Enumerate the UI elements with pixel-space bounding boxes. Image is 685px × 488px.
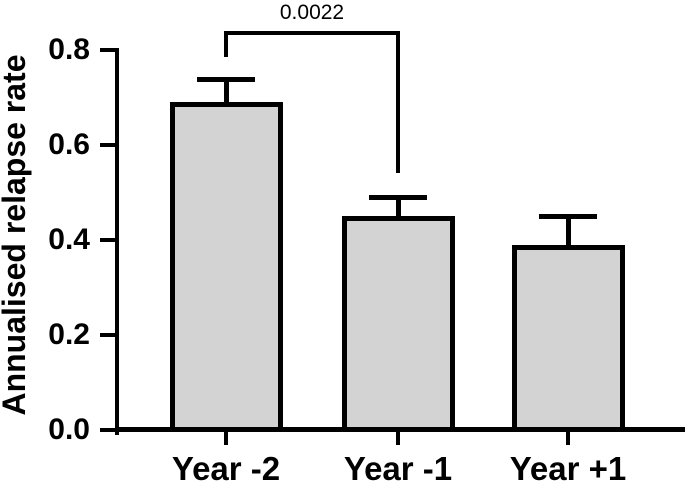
y-tick-mark — [100, 143, 115, 147]
significance-bracket-right-drop — [396, 31, 400, 173]
x-tick-label-year--2: Year -2 — [172, 452, 280, 485]
bar-year--2 — [170, 102, 283, 432]
x-tick-mark-year--2 — [224, 432, 228, 445]
y-tick-label: 0.4 — [20, 225, 90, 255]
error-bar-cap-year-+1 — [539, 214, 597, 219]
bar-year--1 — [342, 216, 455, 432]
y-tick-label: 0.8 — [20, 35, 90, 65]
y-tick-mark — [100, 238, 115, 242]
significance-bracket-left-drop — [224, 31, 228, 57]
y-tick-label: 0.0 — [20, 415, 90, 445]
y-axis-line — [115, 48, 119, 435]
significance-bracket-top — [224, 31, 400, 35]
y-tick-label: 0.6 — [20, 130, 90, 160]
bar-chart-figure: Annualised relapse rate 0.0022 0.00.20.4… — [0, 0, 685, 488]
bar-year-+1 — [512, 245, 625, 432]
error-bar-cap-year--1 — [369, 195, 427, 200]
x-tick-label-year-+1: Year +1 — [510, 452, 627, 485]
y-tick-mark — [100, 428, 115, 432]
y-tick-mark — [100, 48, 115, 52]
x-tick-mark-year-+1 — [566, 432, 570, 445]
x-tick-label-year--1: Year -1 — [344, 452, 452, 485]
significance-p-value-label: 0.0022 — [280, 1, 344, 24]
y-tick-label: 0.2 — [20, 320, 90, 350]
x-tick-mark-year--1 — [396, 432, 400, 445]
y-tick-mark — [100, 333, 115, 337]
error-bar-cap-year--2 — [197, 77, 255, 82]
